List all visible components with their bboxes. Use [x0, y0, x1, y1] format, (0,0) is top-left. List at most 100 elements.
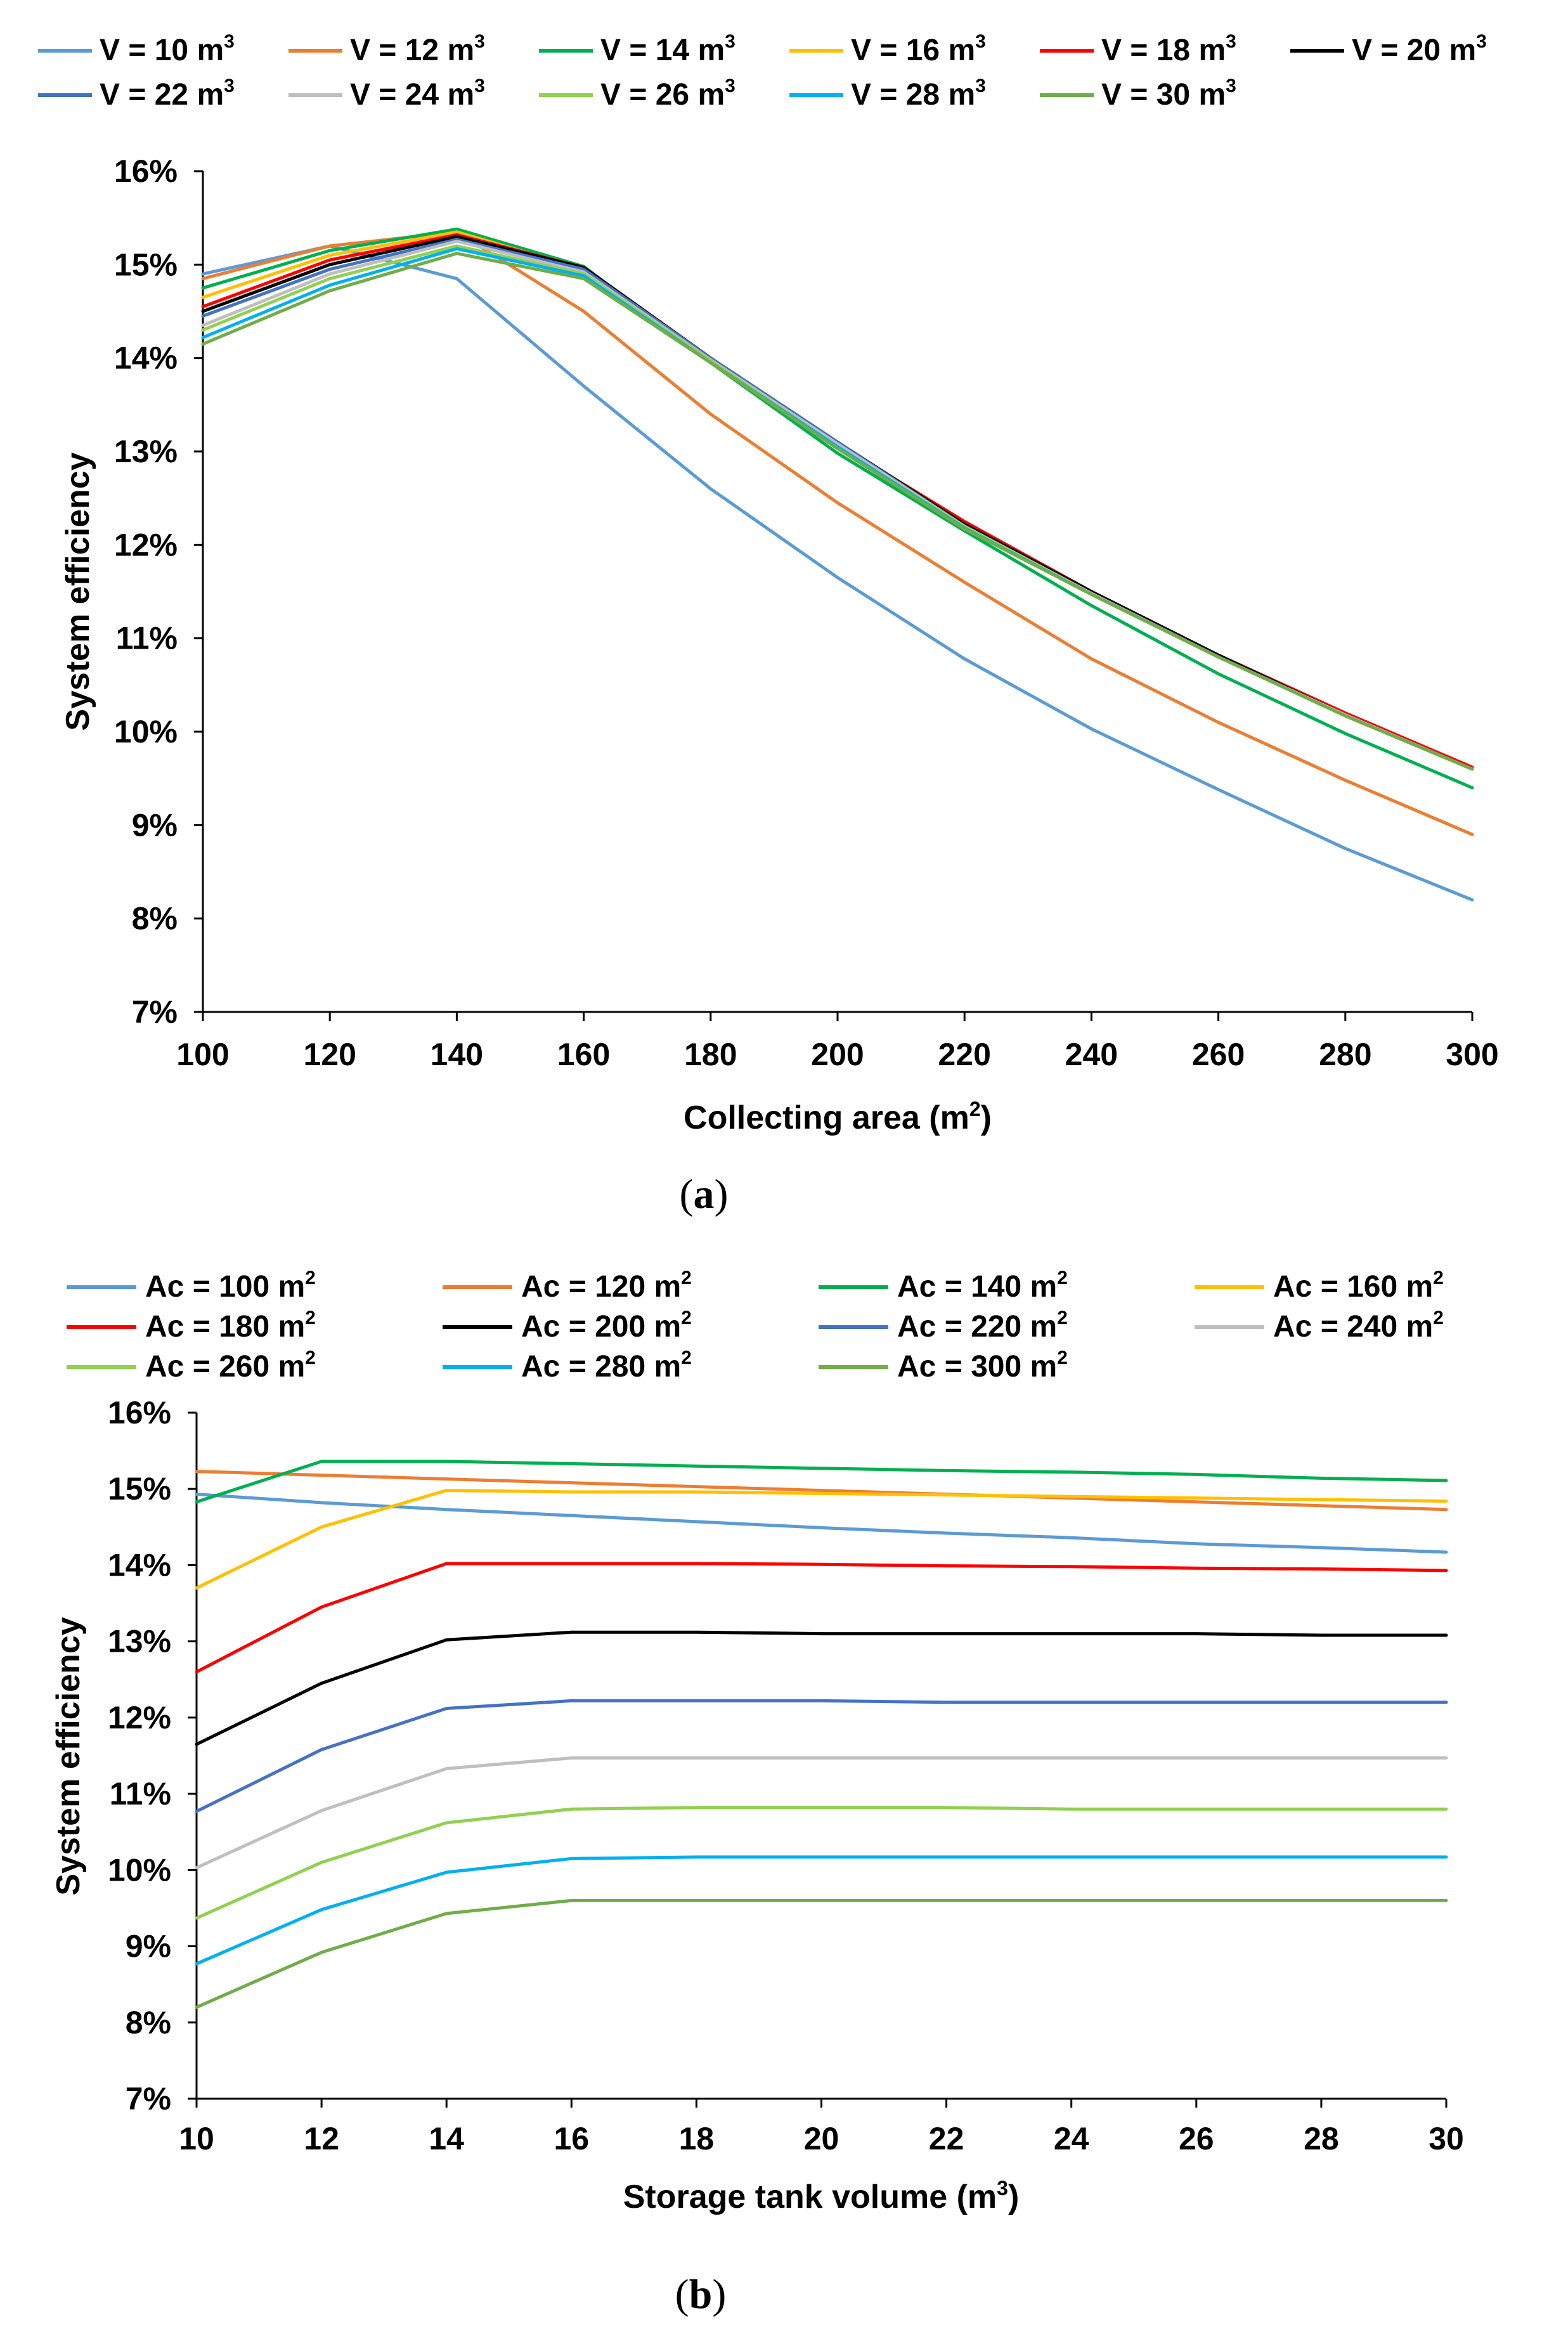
chart-a-series-line-3: [201, 227, 1474, 789]
chart-b-series-line-5: [195, 1562, 1448, 1674]
chart-b-y-tick-label: 14%: [108, 1547, 171, 1583]
chart-b-legend-label: Ac = 140 m2: [897, 1267, 1068, 1304]
chart-a-x-axis-label: Collecting area (m2): [684, 1098, 992, 1136]
chart-b-x-tick-label: 20: [804, 2121, 839, 2156]
chart-a-legend-item: V = 28 m3: [789, 75, 986, 112]
chart-a-x-tick-label: 140: [431, 1037, 483, 1072]
chart-a-legend-item: V = 14 m3: [539, 31, 735, 67]
chart-b-x-tick-label: 28: [1304, 2121, 1339, 2156]
chart-a-y-tick-label: 15%: [114, 247, 178, 282]
chart-a-legend-item: V = 12 m3: [288, 31, 485, 67]
panel-a-label: (a): [680, 1171, 729, 1217]
chart-a-x-tick-label: 180: [684, 1037, 737, 1072]
panel-b-letter: b: [689, 2271, 713, 2317]
chart-a-legend-item: V = 30 m3: [1040, 75, 1236, 112]
chart-b-legend-item: Ac = 220 m2: [819, 1307, 1068, 1344]
chart-a-legend-item: V = 18 m3: [1040, 31, 1236, 67]
chart-b-y-axis-label: System efficiency: [50, 1617, 87, 1895]
chart-a-legend-item: V = 24 m3: [288, 75, 485, 112]
chart-b-legend-label: Ac = 100 m2: [145, 1267, 316, 1304]
chart-b-legend-item: Ac = 100 m2: [67, 1267, 316, 1304]
chart-a-legend-item: V = 16 m3: [789, 31, 986, 67]
chart-b-legend-label: Ac = 160 m2: [1273, 1267, 1444, 1304]
chart-b-x-tick-label: 16: [554, 2121, 589, 2156]
chart-a-x-tick-label: 160: [557, 1037, 610, 1072]
chart-a-legend-label: V = 12 m3: [350, 31, 485, 67]
chart-a-y-tick-label: 7%: [132, 994, 178, 1030]
chart-a-legend-label: V = 16 m3: [851, 31, 986, 67]
chart-b-legend-item: Ac = 300 m2: [819, 1347, 1068, 1384]
chart-b-y-tick-label: 15%: [108, 1471, 171, 1507]
chart-b-x-axis-label-main: Storage tank volume (m: [623, 2179, 997, 2215]
chart-b-x-tick-label: 30: [1429, 2121, 1464, 2156]
chart-b-legend-label: Ac = 200 m2: [521, 1307, 692, 1344]
chart-b-legend: Ac = 100 m2 Ac = 120 m2 Ac = 140 m2 Ac = 16…: [67, 1267, 1444, 1384]
chart-a-y-tick-label: 13%: [114, 434, 178, 469]
chart-b-legend-label: Ac = 300 m2: [897, 1347, 1068, 1384]
chart-a-x-tick-label: 220: [938, 1037, 990, 1072]
chart-a-y-axis-label: System efficiency: [60, 452, 96, 730]
panel-a-letter: a: [694, 1171, 715, 1217]
chart-b-x-tick-label: 22: [929, 2121, 964, 2156]
chart-b-legend-label: Ac = 220 m2: [897, 1307, 1068, 1344]
chart-a-x-tick-label: 200: [811, 1037, 864, 1072]
chart-b-legend-item: Ac = 240 m2: [1195, 1307, 1444, 1344]
chart-a-legend-item: V = 26 m3: [539, 75, 735, 112]
chart-b-legend-item: Ac = 160 m2: [1195, 1267, 1444, 1304]
panel-b-label: (b): [675, 2271, 727, 2317]
chart-b-y-tick-label: 16%: [108, 1395, 171, 1430]
chart-b-x-tick-label: 12: [304, 2121, 339, 2156]
chart-b-x-tick-label: 26: [1179, 2121, 1214, 2156]
chart-b-series-line-7: [195, 1699, 1448, 1813]
chart-b-y-tick-label: 12%: [108, 1700, 171, 1735]
chart-a-legend-label: V = 28 m3: [851, 75, 986, 112]
chart-a-y-tick-label: 12%: [114, 527, 178, 562]
chart-b-x-axis-label: Storage tank volume (m3): [623, 2177, 1020, 2215]
chart-a-legend-item: V = 20 m3: [1290, 31, 1487, 67]
chart-b-y-tick-label: 7%: [126, 2081, 171, 2116]
chart-b-x-tick-label: 24: [1054, 2121, 1089, 2156]
chart-b-x-tick-label: 10: [179, 2121, 214, 2156]
chart-a-x-tick-label: 260: [1192, 1037, 1245, 1072]
chart-b-series-line-3: [195, 1460, 1448, 1504]
chart-b-series-line-1: [195, 1493, 1448, 1554]
chart-a-legend-label: V = 30 m3: [1101, 75, 1236, 112]
chart-b-y-tick-label: 13%: [108, 1624, 171, 1659]
chart-b-legend-label: Ac = 260 m2: [145, 1347, 316, 1384]
chart-b-legend-label: Ac = 280 m2: [521, 1347, 692, 1384]
chart-a-x-tick-label: 120: [303, 1037, 356, 1072]
chart-a-x-axis-label-end: ): [981, 1099, 992, 1136]
chart-b-x-ticks: 10 12 14 16 18 20 22 24 26 28 30: [179, 2099, 1464, 2156]
chart-a-x-tick-label: 240: [1065, 1037, 1118, 1072]
chart-a-y-tick-label: 11%: [116, 621, 178, 656]
chart-b-series-line-6: [195, 1630, 1448, 1746]
chart-a-y-tick-label: 8%: [132, 901, 178, 936]
chart-a-x-axis-label-main: Collecting area (m: [684, 1099, 969, 1136]
chart-a-legend-label: V = 18 m3: [1101, 31, 1236, 67]
chart-b-series-line-4: [195, 1489, 1448, 1590]
chart-a-legend-label: V = 24 m3: [350, 75, 485, 112]
chart-a-x-axis-label-sup: 2: [969, 1098, 981, 1120]
chart-b-series-line-2: [195, 1470, 1448, 1512]
chart-b-x-tick-label: 14: [429, 2121, 464, 2156]
chart-a-y-tick-label: 16%: [114, 153, 178, 189]
chart-b-series: [195, 1460, 1448, 2009]
chart-b-y-tick-label: 9%: [126, 1929, 171, 1964]
chart-a-x-tick-label: 280: [1319, 1037, 1371, 1072]
chart-b-x-tick-label: 18: [679, 2121, 715, 2156]
chart-a-series-line-1: [201, 244, 1474, 902]
chart-b-legend-label: Ac = 180 m2: [145, 1307, 316, 1344]
chart-b-y-tick-label: 10%: [108, 1852, 171, 1888]
chart-b-legend-item: Ac = 180 m2: [67, 1307, 316, 1344]
chart-b-legend-item: Ac = 120 m2: [443, 1267, 692, 1304]
chart-a-x-tick-label: 100: [176, 1037, 229, 1072]
chart-b-series-line-10: [195, 1855, 1448, 1966]
chart-a-legend-label: V = 10 m3: [100, 31, 235, 67]
chart-b-x-axis-label-sup: 3: [997, 2177, 1008, 2200]
chart-a-legend-label: V = 14 m3: [600, 31, 735, 67]
chart-a-legend-item: V = 10 m3: [38, 31, 235, 67]
chart-a-legend-label: V = 26 m3: [600, 75, 735, 112]
chart-b-legend-item: Ac = 140 m2: [819, 1267, 1068, 1304]
chart-a-legend-label: V = 22 m3: [100, 75, 235, 112]
